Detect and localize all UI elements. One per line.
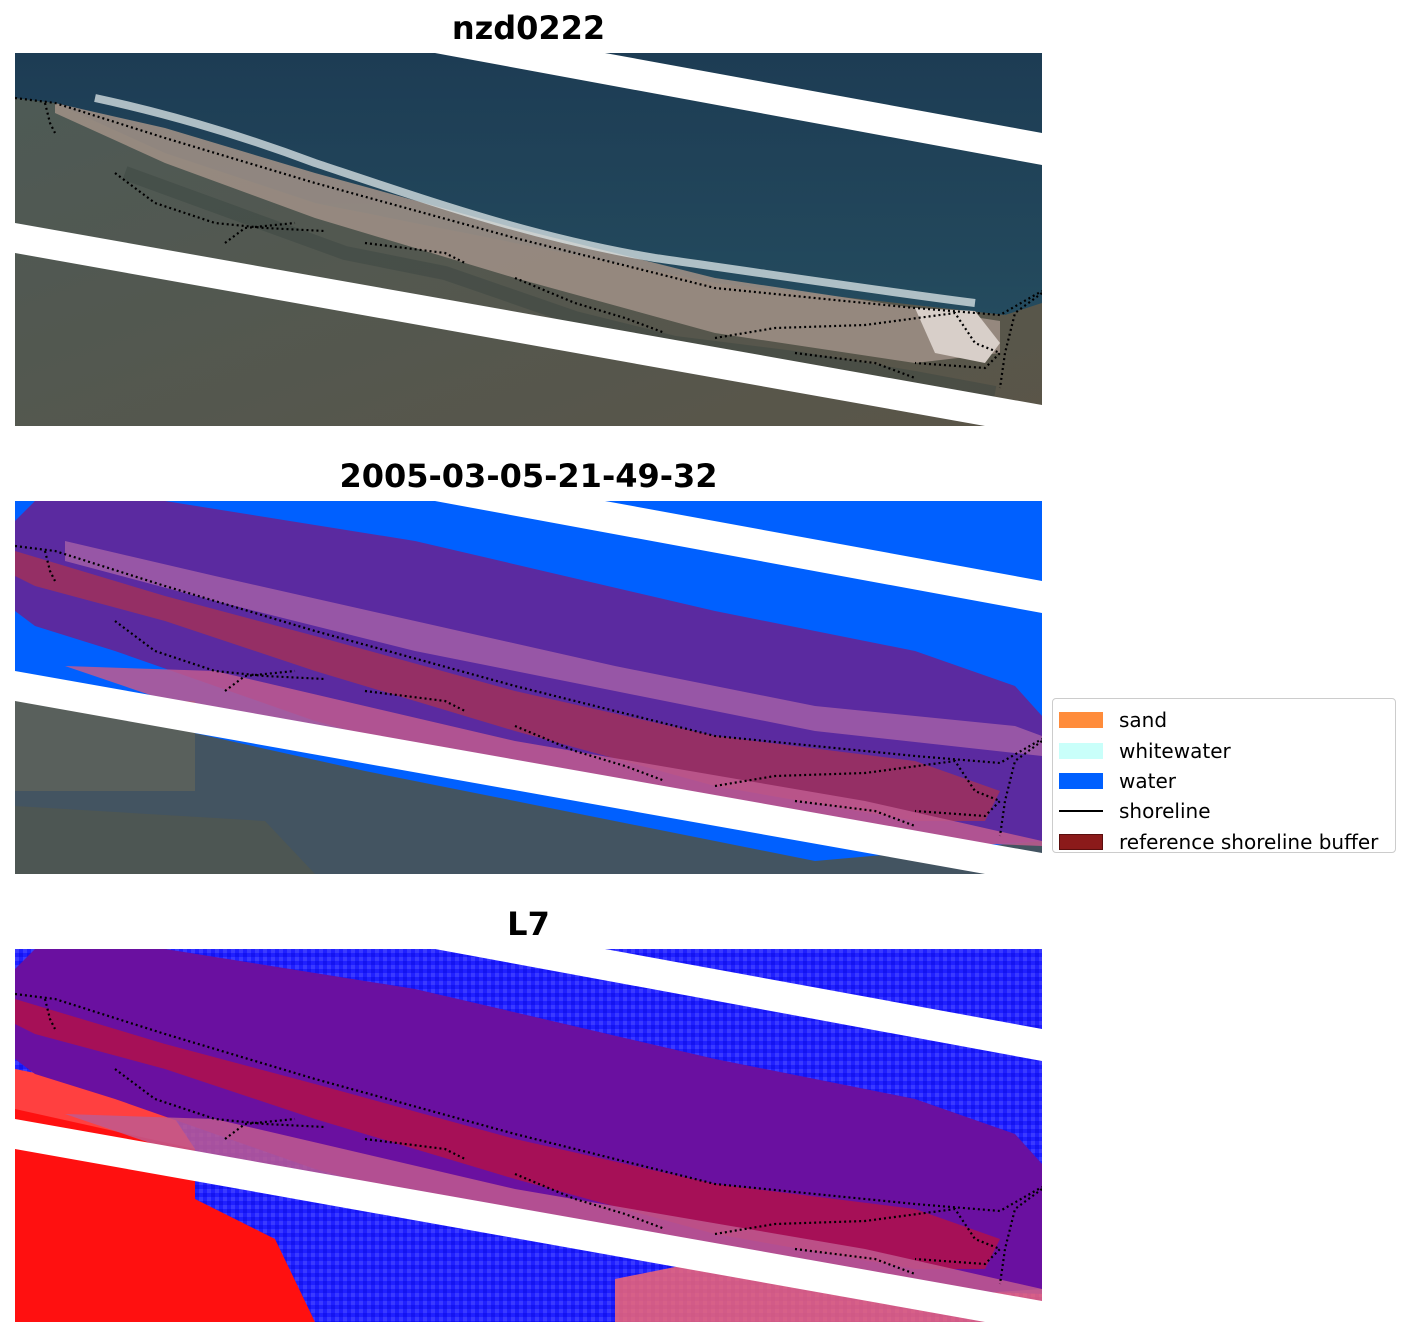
surf-line bbox=[94, 94, 976, 307]
sand-within-buffer bbox=[15, 551, 1000, 821]
shoreline-edge bbox=[43, 550, 1042, 837]
legend-item-sand: sand bbox=[1059, 705, 1395, 735]
legend-swatch-buffer bbox=[1059, 833, 1103, 850]
land-within-buffer bbox=[15, 999, 1000, 1269]
legend-label-buffer: reference shoreline buffer bbox=[1119, 829, 1379, 854]
legend-label-whitewater: whitewater bbox=[1119, 738, 1231, 763]
legend-swatch-sand bbox=[1059, 712, 1103, 729]
panel-title-l7: L7 bbox=[507, 905, 550, 943]
shoreline-edge bbox=[43, 998, 1042, 1285]
classified-image bbox=[15, 501, 1042, 874]
legend-line-shoreline bbox=[1059, 810, 1103, 813]
legend-label-water: water bbox=[1119, 768, 1176, 793]
legend-item-shoreline: shoreline bbox=[1059, 796, 1395, 826]
nodata-stripe bbox=[15, 671, 1042, 874]
legend-label-shoreline: shoreline bbox=[1119, 799, 1211, 824]
l7-image-panel bbox=[15, 949, 1042, 1322]
whitewater-within-buffer bbox=[65, 541, 1042, 756]
lagoon-outline bbox=[114, 172, 1002, 380]
panel-title-classified: 2005-03-05-21-49-32 bbox=[339, 457, 718, 495]
nodata-stripe bbox=[15, 1119, 1042, 1322]
rgb-image bbox=[15, 53, 1042, 426]
nodata-stripe bbox=[435, 53, 1042, 165]
ocean-area bbox=[15, 53, 1042, 315]
legend-item-buffer: reference shoreline buffer bbox=[1059, 827, 1395, 857]
nodata-stripe bbox=[435, 949, 1042, 1061]
rgb-image-panel bbox=[15, 53, 1042, 426]
legend-label-sand: sand bbox=[1119, 708, 1168, 733]
sand-spit bbox=[915, 308, 1000, 363]
nodata-stripe bbox=[435, 501, 1042, 613]
l7-index-image bbox=[15, 949, 1042, 1322]
panel-title-rgb: nzd0222 bbox=[451, 9, 606, 47]
shoreline-edge bbox=[43, 102, 1042, 389]
lagoon-outline bbox=[114, 620, 1002, 828]
classified-image-panel bbox=[15, 501, 1042, 874]
lagoon-outline bbox=[114, 1068, 1002, 1276]
legend-item-whitewater: whitewater bbox=[1059, 735, 1395, 765]
legend-swatch-water bbox=[1059, 772, 1103, 789]
legend: sand whitewater water shoreline referenc… bbox=[1052, 698, 1396, 854]
legend-swatch-whitewater bbox=[1059, 742, 1103, 759]
legend-item-water: water bbox=[1059, 766, 1395, 796]
nodata-stripe bbox=[15, 223, 1042, 426]
